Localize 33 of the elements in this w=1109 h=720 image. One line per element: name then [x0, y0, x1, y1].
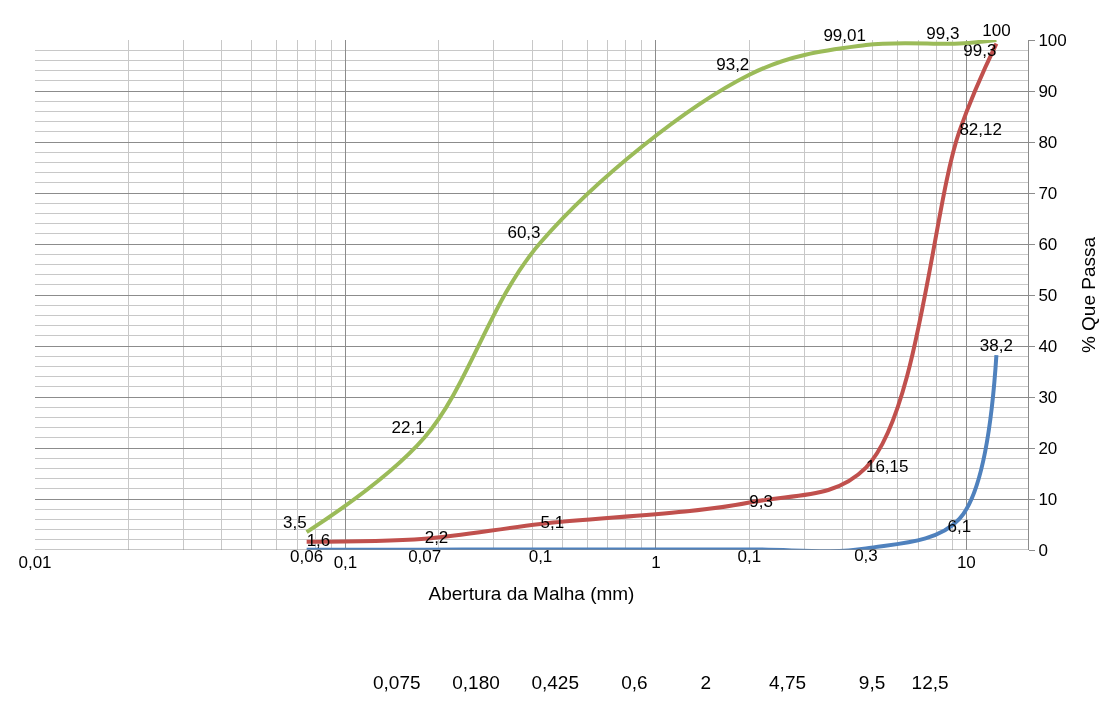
y-tick-label: 0	[1038, 540, 1048, 560]
data-label: 38,2	[979, 335, 1013, 355]
data-label: 99,01	[823, 25, 866, 45]
x-axis-title: Abertura da Malha (mm)	[428, 582, 635, 604]
y-axis-title: % Que Passa	[1077, 236, 1099, 354]
data-label: 3,5	[283, 512, 307, 532]
x-tick-label: 1	[651, 553, 661, 572]
y-tick-label: 30	[1038, 387, 1058, 407]
data-label: 6,1	[947, 516, 972, 536]
data-label: 9,3	[749, 491, 773, 511]
x-tick-label: 0,1	[333, 553, 358, 572]
y-tick-label: 90	[1038, 81, 1058, 101]
y-tick-label: 80	[1038, 132, 1058, 152]
x-tick-label: 10	[956, 553, 976, 572]
data-label: 16,15	[865, 456, 909, 476]
data-label: 100	[982, 20, 1011, 40]
y-tick-label: 50	[1038, 285, 1058, 305]
data-label: 2,2	[424, 528, 449, 548]
y-tick-label: 20	[1038, 438, 1058, 458]
y-tick-label: 40	[1038, 336, 1058, 356]
text: 0,075 0,180 0,425 0,6 2 4,75 9,5 12,5	[373, 672, 949, 693]
data-label: 82,12	[959, 120, 1002, 140]
data-label: 99,3	[926, 24, 960, 44]
data-label: 93,2	[716, 55, 750, 75]
y-tick-label: 70	[1038, 183, 1058, 203]
data-label: 60,3	[507, 223, 541, 243]
y-tick-label: 60	[1038, 234, 1058, 254]
data-label: 0,07	[408, 547, 442, 567]
y-tick-label: 10	[1038, 489, 1058, 509]
data-label: 0,3	[854, 546, 878, 566]
data-label: 22,1	[391, 418, 425, 438]
x-tick-label: 0,01	[18, 553, 52, 572]
y-tick-label: 100	[1038, 30, 1067, 50]
